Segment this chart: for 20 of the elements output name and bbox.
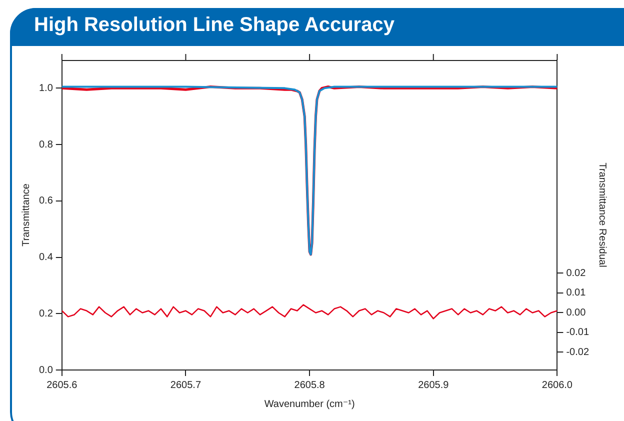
x-tick-label: 2605.8 (294, 380, 326, 391)
y2-tick-label: -0.01 (566, 327, 590, 338)
y2-tick-label: 0.02 (566, 268, 586, 279)
x-tick-label: 2605.7 (170, 380, 202, 391)
y-tick-label: 0.8 (38, 139, 54, 150)
y2-axis-title: Transmittance Residual (596, 162, 608, 268)
y2-tick-label: -0.02 (566, 346, 590, 358)
y-tick-label: 0.6 (38, 196, 54, 207)
y-tick-label: 1.0 (38, 82, 54, 94)
x-tick-label: 2605.6 (46, 380, 78, 391)
x-axis-title: Wavenumber (cm⁻¹) (264, 398, 355, 410)
y2-tick-label: 0.00 (566, 307, 586, 318)
y-tick-label: 0.0 (38, 364, 54, 376)
x-tick-label: 2606.0 (542, 380, 573, 391)
chart-title: High Resolution Line Shape Accuracy (34, 14, 394, 37)
y-axis-title: Transmittance (20, 183, 32, 246)
y-tick-label: 0.2 (38, 308, 54, 320)
y2-tick-label: 0.01 (566, 288, 586, 299)
y-tick-label: 0.4 (38, 252, 54, 264)
x-tick-label: 2605.9 (418, 380, 450, 391)
